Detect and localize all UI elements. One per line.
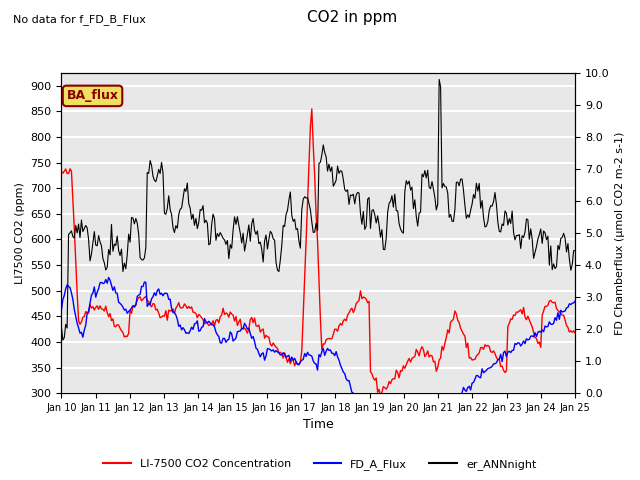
Y-axis label: FD Chamberflux (μmol CO2 m-2 s-1): FD Chamberflux (μmol CO2 m-2 s-1): [615, 132, 625, 335]
Text: CO2 in ppm: CO2 in ppm: [307, 10, 397, 24]
Text: No data for f_FD_B_Flux: No data for f_FD_B_Flux: [13, 14, 146, 25]
Text: BA_flux: BA_flux: [67, 89, 118, 102]
Legend: LI-7500 CO2 Concentration, FD_A_Flux, er_ANNnight: LI-7500 CO2 Concentration, FD_A_Flux, er…: [99, 455, 541, 474]
X-axis label: Time: Time: [303, 419, 333, 432]
Y-axis label: LI7500 CO2 (ppm): LI7500 CO2 (ppm): [15, 182, 25, 284]
